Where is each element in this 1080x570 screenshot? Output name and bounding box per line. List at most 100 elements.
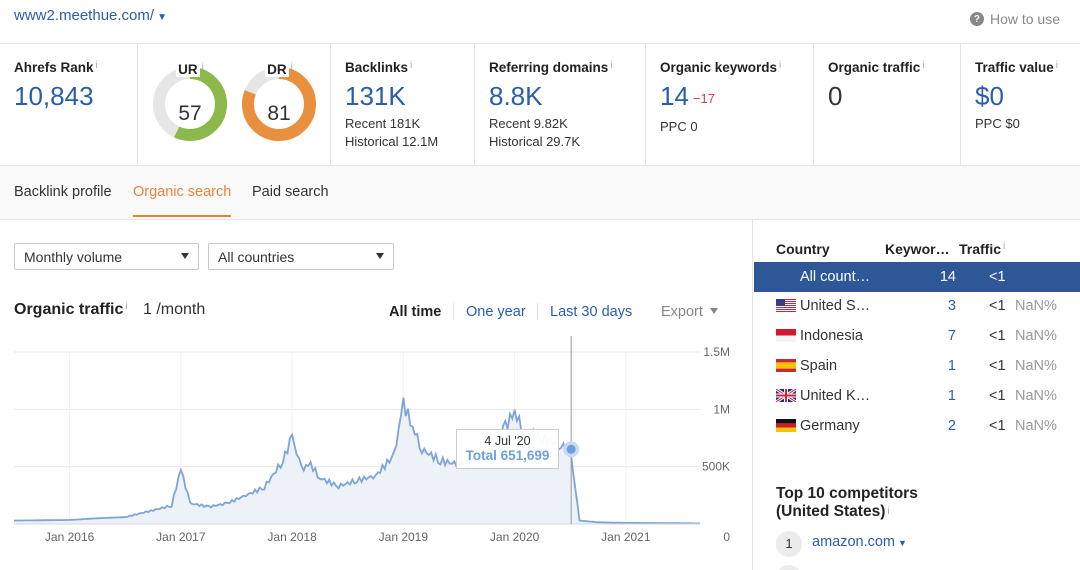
panel-divider xyxy=(752,220,753,570)
referring-domains-label: Referring domains xyxy=(489,60,609,75)
country-row[interactable]: All count… 14 <1 xyxy=(754,262,1080,292)
country-header[interactable]: Country xyxy=(776,241,830,257)
metric-ahrefs-rank: Ahrefs Rank i 10,843 xyxy=(0,44,138,166)
country-row[interactable]: Spain 1 <1 NaN% xyxy=(754,351,1080,381)
range-last-30-days[interactable]: Last 30 days xyxy=(550,304,633,320)
export-button[interactable]: Export xyxy=(661,304,718,320)
organic-keywords-value[interactable]: 14 xyxy=(660,81,689,111)
backlinks-value[interactable]: 131K xyxy=(345,81,406,111)
y-tick-label: 1M xyxy=(713,402,730,416)
country-row[interactable]: Germany 2 <1 NaN% xyxy=(754,411,1080,441)
traffic-value-ppc: PPC $0 xyxy=(975,116,1020,131)
info-icon[interactable]: i xyxy=(1003,241,1006,252)
metrics-row: Ahrefs Rank i 10,843 UR i 57 DR i 81 Backli… xyxy=(0,44,1080,166)
traffic-value-label: Traffic value xyxy=(975,60,1054,75)
competitor-link[interactable]: amazon.com ▼ xyxy=(812,534,907,550)
caret-down-icon: ▼ xyxy=(157,12,167,23)
country-keywords[interactable]: 1 xyxy=(947,388,956,404)
dropdown-arrow-icon xyxy=(709,308,718,314)
organic-keywords-ppc: PPC 0 xyxy=(660,119,698,134)
y-tick-label: 0 xyxy=(723,530,730,544)
top-bar: www2.meethue.com/▼ ? How to use xyxy=(0,0,1080,44)
y-tick-label: 500K xyxy=(702,460,730,474)
organic-traffic-label: Organic traffic xyxy=(828,60,921,75)
range-separator xyxy=(453,303,454,320)
ur-label: UR xyxy=(176,62,200,77)
competitor-rank-badge xyxy=(776,565,802,570)
country-traffic-pct: NaN% xyxy=(1015,298,1057,314)
volume-select[interactable]: Monthly volume xyxy=(14,243,199,270)
traffic-header[interactable]: Traffic i xyxy=(959,241,1005,257)
tab-paid-search[interactable]: Paid search xyxy=(252,184,329,200)
country-keywords[interactable]: 7 xyxy=(947,328,956,344)
competitors-title-line2: (United States) xyxy=(776,503,886,520)
ur-gauge: UR i 57 xyxy=(151,60,229,150)
competitor-rank-badge: 1 xyxy=(776,531,802,557)
tab-organic-search[interactable]: Organic search xyxy=(133,184,232,217)
organic-keywords-label: Organic keywords xyxy=(660,60,778,75)
how-to-use-label: How to use xyxy=(989,11,1060,27)
country-name: United K… xyxy=(800,388,871,404)
info-icon[interactable]: i xyxy=(410,60,413,71)
info-icon[interactable]: i xyxy=(125,301,128,312)
country-keywords[interactable]: 1 xyxy=(947,358,956,374)
help-icon: ? xyxy=(969,12,984,26)
countries-select[interactable]: All countries xyxy=(208,243,394,270)
caret-down-icon: ▼ xyxy=(898,538,907,548)
country-row[interactable]: Indonesia 7 <1 NaN% xyxy=(754,321,1080,351)
tab-bar: Backlink profile Organic search Paid sea… xyxy=(0,166,1080,220)
range-all-time[interactable]: All time xyxy=(389,304,442,320)
metric-organic-traffic: Organic traffic i 0 xyxy=(814,44,961,166)
info-icon[interactable]: i xyxy=(201,62,204,73)
referring-domains-value[interactable]: 8.8K xyxy=(489,81,543,111)
country-traffic: <1 xyxy=(989,269,1006,285)
country-keywords[interactable]: 2 xyxy=(947,418,956,434)
highlight-point xyxy=(566,444,576,454)
referring-domains-recent: Recent 9.82K xyxy=(489,116,568,131)
country-name: Germany xyxy=(800,418,860,434)
country-row[interactable]: United K… 1 <1 NaN% xyxy=(754,381,1080,411)
country-keywords[interactable]: 3 xyxy=(947,298,956,314)
tooltip-date: 4 Jul '20 xyxy=(484,434,531,448)
organic-traffic-value-month: 1 /month xyxy=(143,301,206,318)
country-traffic: <1 xyxy=(989,328,1006,344)
country-keywords[interactable]: 14 xyxy=(939,269,956,285)
info-icon[interactable]: i xyxy=(290,62,293,73)
metric-organic-keywords: Organic keywords i 14 −17 PPC 0 xyxy=(646,44,814,166)
metric-referring-domains: Referring domains i 8.8K Recent 9.82K His… xyxy=(475,44,646,166)
tab-backlink-profile[interactable]: Backlink profile xyxy=(14,184,112,200)
ur-value: 57 xyxy=(178,102,202,125)
metric-traffic-value: Traffic value i $0 PPC $0 xyxy=(961,44,1080,166)
organic-traffic-chart[interactable]: Jan 2016 Jan 2017 Jan 2018 Jan 2019 Jan 2020… xyxy=(0,336,752,570)
series-area xyxy=(14,397,700,524)
referring-domains-historical: Historical 29.7K xyxy=(489,134,581,149)
traffic-value-value[interactable]: $0 xyxy=(975,81,1004,111)
metric-ur-dr: UR i 57 DR i 81 xyxy=(138,44,331,166)
dr-gauge: DR i 81 xyxy=(240,60,318,150)
country-traffic-pct: NaN% xyxy=(1015,388,1057,404)
info-icon[interactable]: i xyxy=(1055,60,1059,71)
us-flag-icon xyxy=(776,299,796,312)
dr-label: DR xyxy=(265,62,289,77)
ahrefs-rank-value[interactable]: 10,843 xyxy=(14,81,94,111)
competitors-title-line1: Top 10 competitors xyxy=(776,485,918,502)
keywords-header[interactable]: Keywor… xyxy=(885,241,950,257)
info-icon[interactable]: i xyxy=(610,60,613,71)
how-to-use-link[interactable]: ? How to use xyxy=(969,11,1060,27)
x-tick-label: Jan 2018 xyxy=(267,530,317,544)
country-name: All count… xyxy=(800,269,871,285)
id-flag-icon xyxy=(776,329,796,342)
competitor-domain: amazon.com xyxy=(812,534,896,550)
domain-selector[interactable]: www2.meethue.com/▼ xyxy=(14,7,167,24)
info-icon[interactable]: i xyxy=(887,506,890,517)
country-row[interactable]: United S… 3 <1 NaN% xyxy=(754,291,1080,321)
info-icon[interactable]: i xyxy=(779,60,782,71)
info-icon[interactable]: i xyxy=(95,60,98,71)
traffic-header-label: Traffic xyxy=(959,241,1002,257)
backlinks-historical: Historical 12.1M xyxy=(345,134,439,149)
metric-backlinks: Backlinks i 131K Recent 181K Historical 1… xyxy=(331,44,475,166)
countries-select-value: All countries xyxy=(218,249,295,265)
domain-label: www2.meethue.com/ xyxy=(14,7,155,24)
range-one-year[interactable]: One year xyxy=(466,304,526,320)
info-icon[interactable]: i xyxy=(922,60,925,71)
